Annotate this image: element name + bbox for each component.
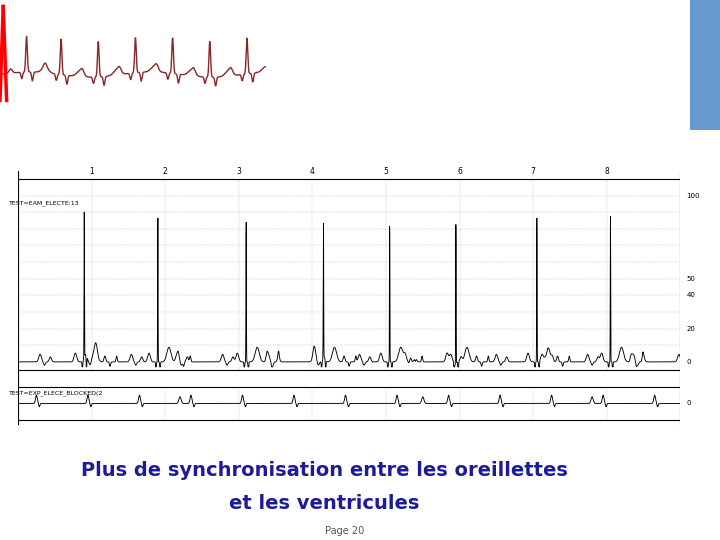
Text: Plus de synchronisation entre les oreillettes: Plus de synchronisation entre les oreill…: [81, 461, 567, 480]
Text: 50: 50: [686, 276, 696, 282]
Text: 4: 4: [310, 167, 315, 176]
Text: 8: 8: [604, 167, 609, 176]
Text: TEST=EAM_ELECTE:13: TEST=EAM_ELECTE:13: [9, 200, 80, 206]
Text: 100: 100: [686, 193, 700, 199]
Text: et les ventricules: et les ventricules: [229, 494, 419, 512]
Text: 1: 1: [89, 167, 94, 176]
Text: Page 20: Page 20: [325, 526, 364, 536]
Text: 20: 20: [686, 326, 696, 332]
Text: 2: 2: [163, 167, 168, 176]
Text: 6: 6: [457, 167, 462, 176]
Text: 7: 7: [531, 167, 536, 176]
Text: TEST=EXP_ELECE_BLOCKED(2: TEST=EXP_ELECE_BLOCKED(2: [9, 390, 104, 396]
Text: 3: 3: [236, 167, 241, 176]
Text: 40: 40: [686, 292, 696, 299]
Text: 0: 0: [686, 401, 690, 407]
Text: 0: 0: [686, 359, 690, 365]
Text: Cas:: Cas:: [444, 28, 511, 56]
Text: Trouble de la conduction: Trouble de la conduction: [284, 77, 671, 105]
Bar: [690, 0, 720, 130]
Text: Systems'ViP SAS, Heart Model  summary: Systems'ViP SAS, Heart Model summary: [702, 221, 708, 383]
Text: 5: 5: [384, 167, 388, 176]
